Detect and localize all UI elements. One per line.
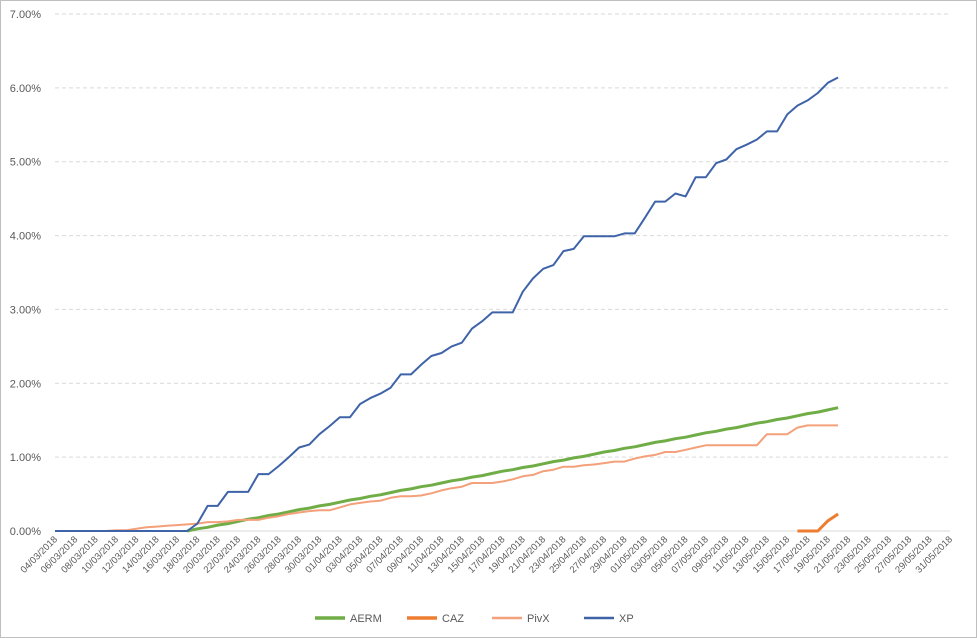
y-tick-label: 1.00%: [10, 452, 41, 464]
series-line: [55, 76, 839, 532]
legend-label: XP: [619, 613, 634, 625]
legend-label: AERM: [350, 613, 382, 625]
y-tick-label: 6.00%: [10, 83, 41, 95]
legend-label: PivX: [527, 613, 550, 625]
series-line: [797, 512, 839, 533]
y-tick-label: 7.00%: [10, 9, 41, 21]
y-tick-label: 3.00%: [10, 304, 41, 316]
y-tick-label: 0.00%: [10, 526, 41, 538]
y-tick-label: 5.00%: [10, 157, 41, 169]
y-tick-label: 2.00%: [10, 378, 41, 390]
legend-label: CAZ: [442, 613, 464, 625]
series-line: [186, 406, 839, 533]
series-line: [55, 424, 839, 532]
y-tick-label: 4.00%: [10, 231, 41, 243]
